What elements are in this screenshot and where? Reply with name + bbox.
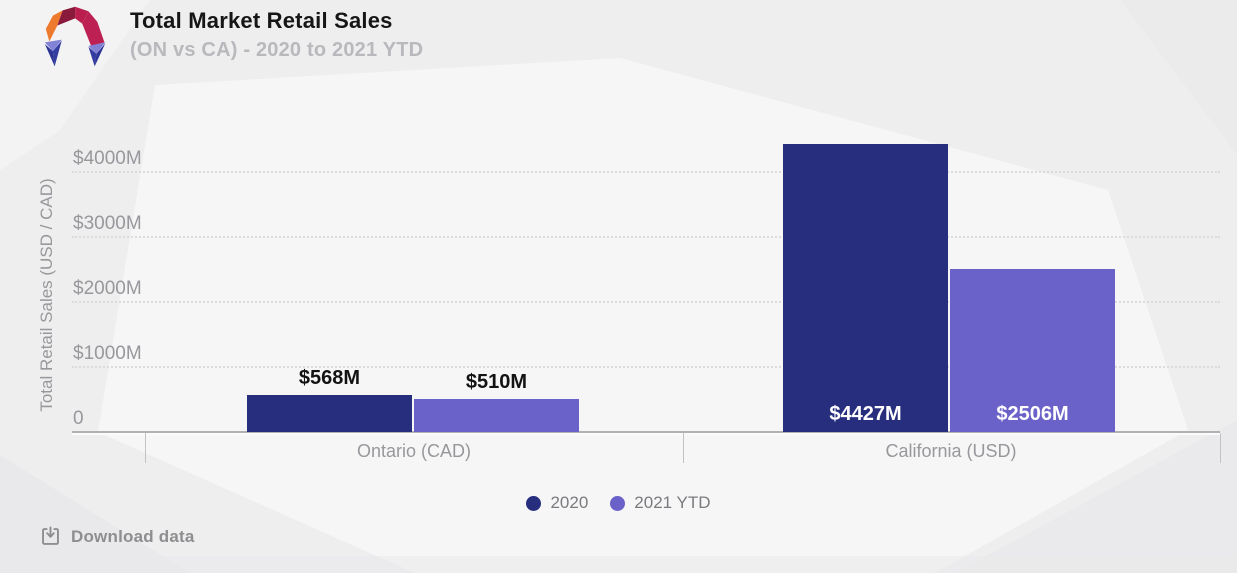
legend-label: 2021 YTD [634,493,711,512]
category-tick-2 [1220,433,1221,463]
chart-legend: 2020 2021 YTD [0,493,1237,513]
legend-label: 2020 [550,493,589,512]
y-tick-label-0: 0 [73,408,84,429]
download-label: Download data [71,526,195,546]
gridline-1000 [72,366,1220,368]
gridline-2000 [72,301,1220,303]
gridline-3000 [72,236,1220,238]
category-label-ontario-cad: Ontario (CAD) [356,441,472,461]
legend-dot-2020 [526,495,542,511]
legend-item-2021-ytd[interactable]: 2021 YTD [610,493,711,513]
bar-value-label: $4427M [829,403,902,425]
bar-value-label: $568M [298,367,361,390]
legend-item-2020[interactable]: 2020 [526,493,588,513]
page-subtitle: (ON vs CA) - 2020 to 2021 YTD [130,39,424,61]
bar-value-label: $510M [465,370,528,393]
download-icon [42,526,59,545]
bar-value-label: $2506M [996,403,1069,425]
gridline-4000 [72,171,1220,173]
page-title: Total Market Retail Sales [130,8,393,33]
bar-2021-ytd-ontario-cad[interactable] [414,398,579,432]
bar-2020-ontario-cad[interactable] [247,395,412,432]
x-axis-line [72,431,1220,433]
y-tick-label-1000: $1000M [73,343,142,364]
bar-2020-california-usd[interactable] [783,144,948,432]
y-tick-label-2000: $2000M [73,278,142,299]
brand-logo-icon [44,6,106,67]
y-tick-label-3000: $3000M [73,213,142,234]
y-tick-label-4000: $4000M [73,148,142,169]
category-tick-1 [683,433,684,463]
bar-2021-ytd-california-usd[interactable] [950,269,1115,432]
y-axis-title: Total Retail Sales (USD / CAD) [37,178,56,412]
legend-dot-2021-ytd [610,495,626,511]
download-data-button[interactable]: Download data [40,526,195,547]
category-label-california-usd: California (USD) [885,441,1017,461]
category-tick-0 [145,433,146,463]
